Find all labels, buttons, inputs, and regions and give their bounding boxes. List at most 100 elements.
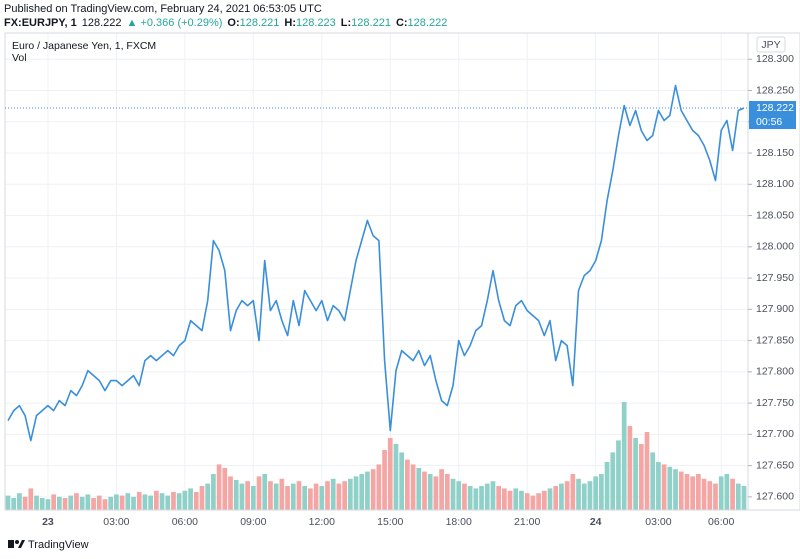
y-tick-label: 127.700: [756, 428, 794, 440]
volume-bar: [56, 496, 62, 510]
frame: [4, 32, 800, 511]
volume-bar: [713, 483, 718, 510]
volume-bar: [724, 474, 730, 510]
currency-box[interactable]: [756, 36, 786, 53]
volume-bar: [530, 495, 536, 510]
volume-bar: [399, 452, 405, 510]
volume-bar: [68, 495, 74, 510]
volume-bar: [479, 486, 484, 510]
ohlc-label: L:: [341, 17, 351, 29]
volume-bar: [741, 486, 747, 510]
legend-volume: Vol: [12, 52, 27, 64]
volume-bar: [222, 468, 228, 510]
volume-bar: [17, 493, 22, 510]
volume-bar: [296, 481, 302, 510]
volume-bar: [370, 469, 376, 510]
volume-bar: [393, 444, 399, 510]
volume-bar: [359, 474, 365, 510]
y-tick-label: 127.900: [756, 303, 794, 315]
volume-bar: [416, 468, 422, 510]
volume-bar: [730, 478, 735, 510]
x-tick-label: 09:00: [240, 516, 266, 528]
volume-bar: [638, 444, 644, 510]
volume-bar: [382, 450, 387, 510]
volume-bar: [74, 493, 79, 510]
volume-bar: [524, 493, 530, 510]
volume-bar: [467, 486, 473, 510]
volume-bar: [519, 490, 524, 510]
volume-bar: [256, 476, 262, 510]
volume-bar: [193, 492, 199, 510]
volume-bar: [233, 480, 239, 510]
volume-bar: [279, 478, 285, 510]
volume-bar: [91, 498, 96, 510]
y-tick-label: 128.150: [756, 147, 794, 159]
volume-bar: [707, 481, 713, 510]
volume-bar: [228, 476, 233, 510]
volume-bar: [484, 483, 490, 510]
volume-bar: [387, 438, 393, 510]
x-tick-label: 24: [590, 516, 602, 528]
volume-bar: [39, 498, 45, 510]
volume-bar: [718, 476, 724, 510]
volume-bar: [250, 486, 256, 510]
volume-bar: [85, 494, 91, 510]
y-tick-label: 128.300: [756, 53, 794, 65]
volume-bar: [153, 490, 159, 510]
volume-bar: [353, 476, 359, 510]
footer-brand: TradingView: [28, 539, 89, 551]
volume-bar: [616, 440, 621, 510]
volume-bar: [610, 452, 616, 510]
volume-bar: [205, 483, 211, 510]
y-tick-label: 128.050: [756, 209, 794, 221]
volume-bar: [456, 481, 462, 510]
volume-bar: [114, 494, 119, 510]
volume-bar: [245, 481, 250, 510]
volume-bar: [496, 486, 502, 510]
symbol-line: FX:EURJPY, 1 128.222 ▲ +0.366 (+0.29%) O:12…: [4, 17, 447, 29]
volume-bar: [308, 488, 313, 510]
volume-bar: [427, 474, 433, 510]
x-tick-label: 06:00: [708, 516, 734, 528]
volume-bar: [262, 474, 268, 510]
volume-bar: [216, 464, 222, 510]
x-tick-label: 03:00: [645, 516, 671, 528]
volume-bar: [79, 496, 85, 510]
x-tick-label: 06:00: [172, 516, 198, 528]
volume-bar: [102, 499, 108, 510]
legend-title: Euro / Japanese Yen, 1, FXCM: [12, 40, 156, 52]
volume-bar: [211, 474, 216, 510]
volume-bar: [433, 476, 439, 510]
volume-bar: [541, 490, 547, 510]
volume-bar: [667, 466, 673, 510]
last-price-box: [749, 101, 796, 116]
volume-bar: [96, 495, 102, 510]
volume-bar: [5, 495, 11, 510]
volume-bar: [593, 476, 599, 510]
y-tick-label: 128.100: [756, 178, 794, 190]
ohlc-label: O:: [227, 17, 239, 29]
volume-bar: [302, 486, 308, 510]
volume-bar: [684, 474, 690, 510]
volume-bar: [644, 432, 650, 510]
volume-bar: [690, 476, 696, 510]
volume-bar: [553, 486, 559, 510]
volume-bar: [159, 493, 165, 510]
volume-bar: [507, 490, 513, 510]
volume-bar: [365, 471, 370, 510]
y-tick-label: 127.750: [756, 397, 794, 409]
volume-bar: [673, 469, 678, 510]
volume-bar: [444, 474, 450, 510]
volume-bar: [199, 486, 205, 510]
volume-bar: [696, 474, 701, 510]
volume-bar: [559, 483, 564, 510]
volume-bar: [576, 478, 581, 510]
volume-bar: [34, 495, 39, 510]
volume-bar: [330, 478, 336, 510]
volume-bar: [599, 474, 604, 510]
volume-bar: [239, 483, 245, 510]
currency[interactable]: JPY: [761, 39, 780, 51]
volume-bar: [650, 452, 656, 510]
x-tick-label: 15:00: [377, 516, 403, 528]
volume-bar: [627, 426, 633, 510]
